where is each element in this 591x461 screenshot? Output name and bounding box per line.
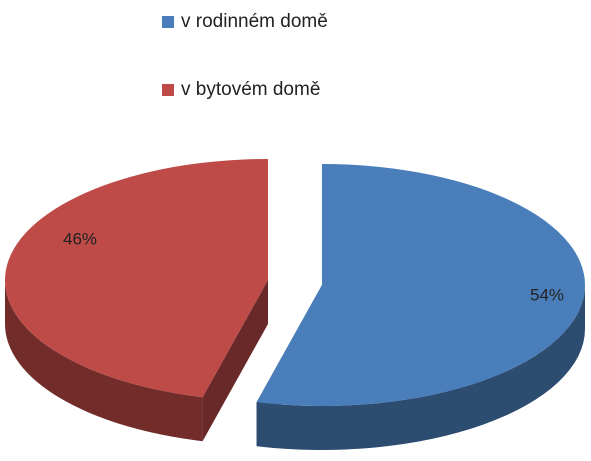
data-label: 54% — [530, 285, 564, 304]
slice-top — [256, 164, 586, 406]
legend-label: v rodinném domě — [181, 11, 328, 32]
slice-wall — [5, 280, 203, 442]
legend-swatch — [162, 16, 174, 28]
slice-top — [5, 158, 269, 398]
pie-slice — [5, 158, 269, 442]
legend-label: v bytovém domě — [181, 79, 320, 100]
legend-swatch — [162, 84, 174, 96]
data-label: 46% — [63, 229, 97, 248]
pie-slice — [256, 164, 586, 450]
slice-face — [202, 280, 268, 442]
slice-wall — [256, 285, 585, 450]
